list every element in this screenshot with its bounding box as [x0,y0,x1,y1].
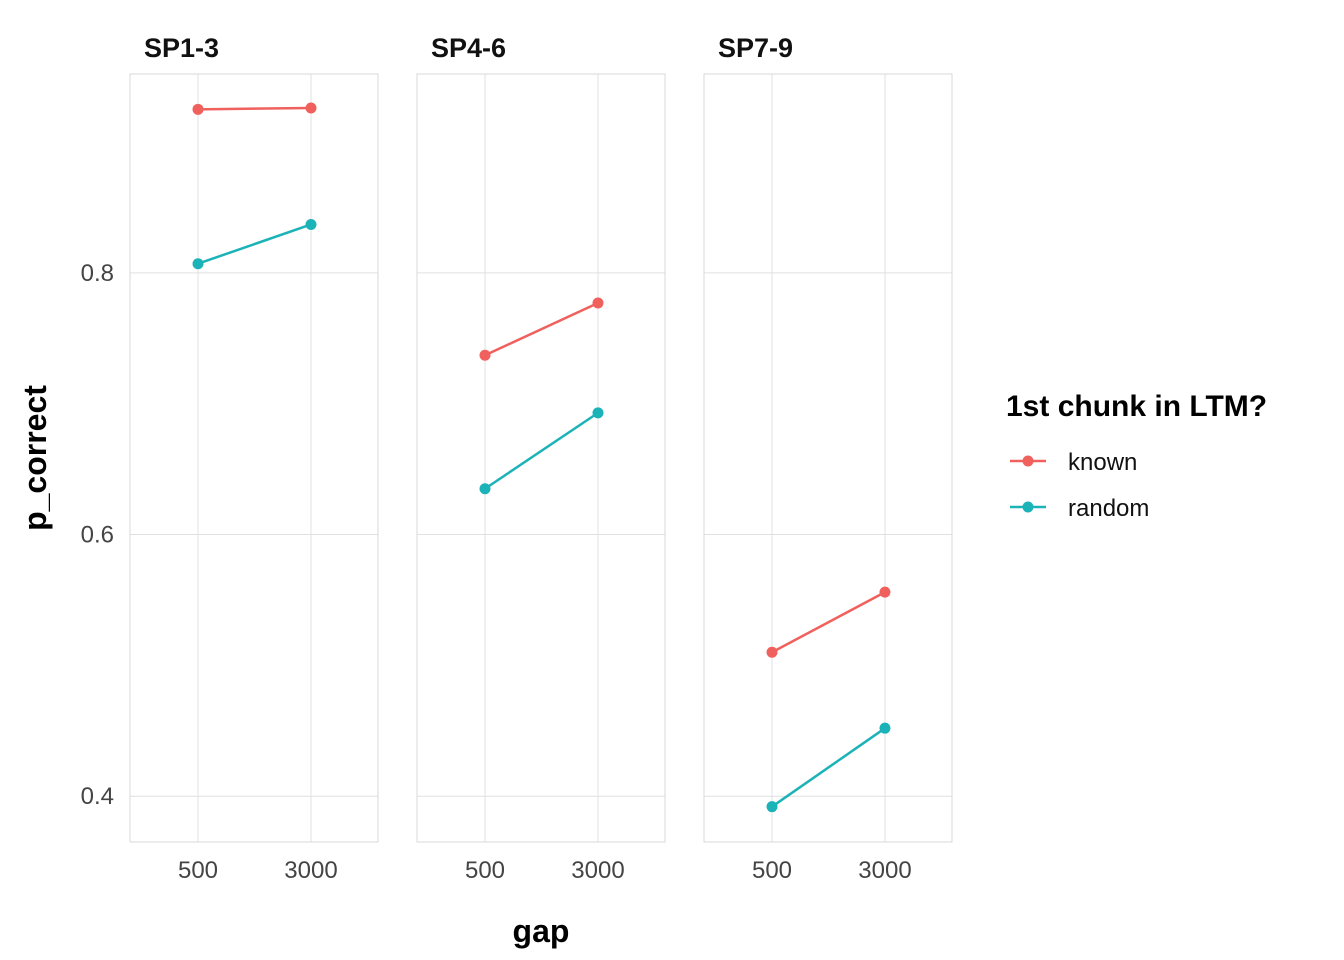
series-line-random [484,411,599,490]
legend-item-random: random [1010,495,1149,522]
data-point-known [592,297,604,309]
facet-panel-2: SP4-6 500 3000 [416,33,666,884]
panel-frame [703,73,953,843]
series-line-known [484,301,599,357]
legend-title: 1st chunk in LTM? [1006,390,1267,423]
series-line-known [197,106,312,111]
data-point-random [592,407,604,419]
legend-item-known: known [1010,449,1137,476]
series-line-random [771,727,886,808]
data-point-known [305,102,317,114]
facet-title: SP4-6 [431,33,506,63]
y-tick-label: 0.4 [81,783,114,810]
data-point-known [766,646,778,658]
data-point-random [879,722,891,734]
x-tick-label: 3000 [858,857,911,884]
y-tick-label: 0.6 [81,522,114,549]
x-axis-title: gap [513,913,570,949]
legend-key-point [1022,455,1034,467]
x-tick-label: 3000 [571,857,624,884]
legend-label: known [1068,449,1137,476]
facet-title: SP1-3 [144,33,219,63]
x-tick-label: 500 [178,857,218,884]
data-point-known [879,586,891,598]
x-tick-label: 3000 [284,857,337,884]
data-point-random [305,218,317,230]
panels-layer: SP1-3 500 3000 SP4-6 500 3000 SP7-9 500 3000 0.4 0… [81,33,953,884]
data-point-random [192,258,204,270]
x-tick-label: 500 [465,857,505,884]
data-point-random [766,801,778,813]
panel-frame [416,73,666,843]
facet-title: SP7-9 [718,33,793,63]
series-line-known [771,591,886,654]
y-axis-title: p_correct [17,385,53,531]
data-point-known [479,349,491,361]
data-point-random [479,483,491,495]
facet-panel-3: SP7-9 500 3000 [703,33,953,884]
legend: 1st chunk in LTM? known random [1006,390,1267,522]
legend-items: known random [1010,449,1149,522]
x-tick-label: 500 [752,857,792,884]
y-tick-label: 0.8 [81,260,114,287]
facet-panel-1: SP1-3 500 3000 [129,33,379,884]
legend-label: random [1068,495,1149,522]
data-point-known [192,103,204,115]
panel-frame [129,73,379,843]
legend-key-point [1022,501,1034,513]
series-line-random [197,223,312,265]
